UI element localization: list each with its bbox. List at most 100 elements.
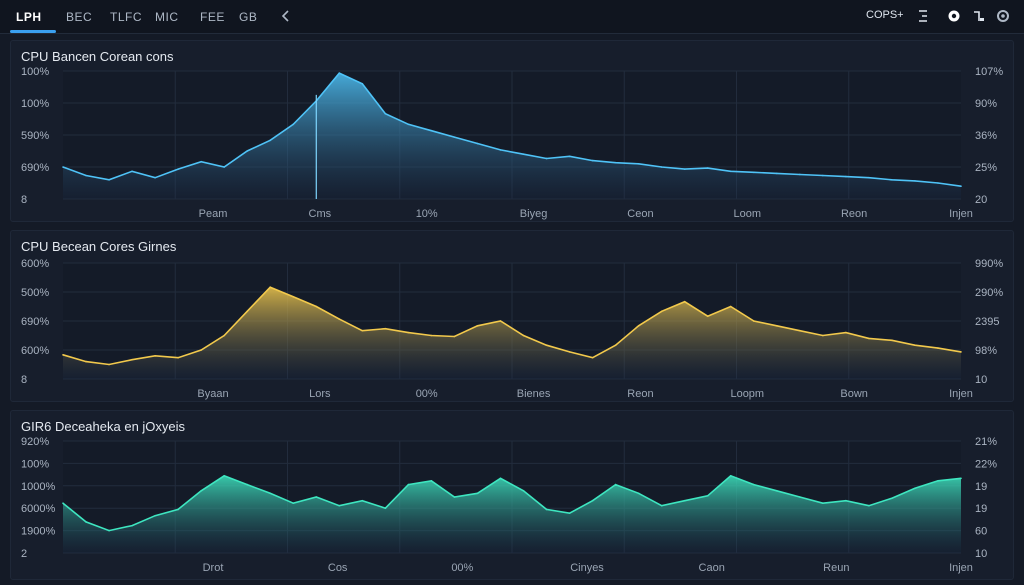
data-point bbox=[660, 166, 663, 168]
data-point bbox=[223, 334, 225, 337]
data-point bbox=[430, 129, 433, 132]
y-tick-left: 100% bbox=[21, 98, 49, 110]
data-point bbox=[384, 112, 387, 115]
x-tick: 10% bbox=[416, 208, 438, 220]
bracket-icon[interactable] bbox=[916, 9, 930, 23]
series-area bbox=[63, 475, 961, 553]
data-point bbox=[62, 166, 64, 168]
series-line bbox=[62, 474, 962, 532]
x-tick: Loom bbox=[734, 208, 762, 220]
active-tab-indicator bbox=[10, 30, 56, 33]
data-point bbox=[62, 354, 64, 356]
cpu-chart-1: 100% 100% 590% 690% 8 107% 90% 36% 25% 20 Peam Cms 1… bbox=[21, 66, 1003, 220]
y-tick-left: 1000% bbox=[21, 481, 55, 493]
data-point bbox=[85, 360, 87, 363]
chart-title-2: CPU Becean Cores Girnes bbox=[21, 239, 177, 254]
data-point bbox=[752, 171, 755, 174]
data-point bbox=[891, 339, 893, 342]
data-point bbox=[154, 514, 156, 517]
data-point bbox=[131, 358, 133, 361]
y-tick-left: 100% bbox=[21, 458, 49, 470]
data-point bbox=[868, 337, 870, 340]
data-point bbox=[660, 310, 663, 313]
data-point bbox=[200, 349, 202, 351]
data-point bbox=[799, 329, 801, 332]
cops-button[interactable]: COPS+ bbox=[866, 9, 904, 21]
data-point bbox=[752, 320, 755, 322]
cursor-icon[interactable] bbox=[972, 9, 986, 23]
data-point bbox=[200, 489, 202, 492]
data-point bbox=[522, 153, 525, 155]
data-point bbox=[476, 325, 479, 327]
data-point bbox=[453, 496, 456, 498]
data-point bbox=[845, 331, 847, 334]
y-tick-left: 2 bbox=[21, 548, 27, 560]
data-point bbox=[568, 155, 571, 158]
tab-lph[interactable]: LPH bbox=[16, 10, 42, 24]
data-point bbox=[315, 305, 318, 308]
data-point bbox=[430, 334, 433, 337]
y-tick-left: 590% bbox=[21, 130, 49, 142]
y-tick-right: 19 bbox=[975, 481, 987, 493]
x-tick: Reun bbox=[823, 562, 849, 574]
y-tick-right: 19 bbox=[975, 503, 987, 515]
data-point bbox=[407, 331, 410, 334]
tab-bec[interactable]: BEC bbox=[66, 10, 93, 24]
data-point bbox=[292, 123, 295, 126]
x-tick: Reon bbox=[841, 208, 867, 220]
data-point bbox=[246, 483, 249, 486]
data-point bbox=[177, 168, 179, 170]
data-point bbox=[706, 315, 709, 317]
tab-gb[interactable]: GB bbox=[239, 10, 258, 24]
data-point bbox=[407, 483, 410, 486]
data-point bbox=[914, 344, 916, 346]
y-tick-right: 25% bbox=[975, 162, 997, 174]
y-tick-left: 920% bbox=[21, 436, 49, 448]
data-point bbox=[706, 494, 709, 497]
x-tick: Injen bbox=[949, 388, 973, 400]
data-point bbox=[914, 487, 916, 490]
tab-tlfc[interactable]: TLFC bbox=[110, 10, 142, 24]
data-point bbox=[683, 499, 686, 502]
y-tick-right: 36% bbox=[975, 130, 997, 142]
data-point bbox=[545, 344, 548, 346]
data-point bbox=[476, 492, 479, 495]
data-point bbox=[453, 136, 456, 138]
series-line bbox=[62, 72, 962, 187]
y-tick-right: 21% bbox=[975, 436, 997, 448]
data-point bbox=[338, 504, 341, 507]
y-tick-right: 90% bbox=[975, 98, 997, 110]
x-tick: Ceon bbox=[627, 208, 653, 220]
x-tick: Loopm bbox=[730, 388, 764, 400]
data-point bbox=[177, 508, 179, 511]
data-point bbox=[637, 492, 640, 495]
tab-fee[interactable]: FEE bbox=[200, 10, 225, 24]
data-point bbox=[85, 521, 87, 523]
chart-panel-2: CPU Becean Cores Girnes 600% 500% 690% 600%… bbox=[10, 230, 1014, 402]
data-point bbox=[407, 123, 410, 126]
data-point bbox=[937, 480, 939, 482]
series-area bbox=[63, 73, 961, 199]
x-tick: Byaan bbox=[197, 388, 228, 400]
gir-chart-3: 920% 100% 1000% 6000% 1900% 2 21% 22% 19 19 60 10 Dr… bbox=[21, 436, 997, 574]
tab-mic[interactable]: MIC bbox=[155, 10, 179, 24]
data-point bbox=[960, 185, 962, 187]
chart-panel-3: GIR6 Deceaheka en jOxyeis 920% 100% 1000% 6… bbox=[10, 410, 1014, 580]
record-icon[interactable] bbox=[947, 9, 961, 23]
chevron-left-icon[interactable] bbox=[279, 9, 293, 23]
data-point bbox=[914, 180, 916, 182]
data-point bbox=[891, 497, 893, 500]
x-tick: Cms bbox=[309, 208, 332, 220]
x-tick: 00% bbox=[416, 388, 438, 400]
data-point bbox=[614, 344, 617, 346]
chart-title-3: GIR6 Deceaheka en jOxyeis bbox=[21, 419, 186, 434]
y-tick-right: 290% bbox=[975, 287, 1003, 299]
data-point bbox=[476, 142, 479, 145]
y-tick-right: 98% bbox=[975, 345, 997, 357]
data-point bbox=[729, 305, 732, 308]
data-point bbox=[591, 499, 594, 502]
data-point bbox=[960, 351, 962, 353]
gear-icon[interactable] bbox=[996, 9, 1010, 23]
y-tick-right: 2395 bbox=[975, 316, 999, 328]
data-point bbox=[799, 173, 801, 176]
